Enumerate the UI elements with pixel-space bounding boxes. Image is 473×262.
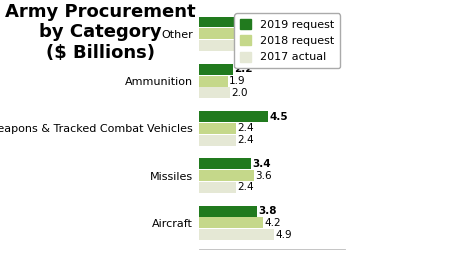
Text: 2.0: 2.0	[231, 88, 247, 98]
Text: 2.4: 2.4	[237, 182, 254, 193]
Bar	[199, 170, 254, 181]
Bar	[199, 229, 274, 240]
Text: 3.8: 3.8	[259, 206, 277, 216]
Bar	[199, 40, 294, 51]
Text: 4.9: 4.9	[276, 230, 292, 240]
Bar	[199, 217, 263, 228]
Text: 6.2: 6.2	[296, 41, 312, 51]
Text: 8.0: 8.0	[324, 17, 342, 27]
Bar	[199, 206, 257, 216]
Text: 2.2: 2.2	[234, 64, 253, 74]
Bar	[199, 111, 268, 122]
Text: 2.4: 2.4	[237, 123, 254, 133]
Bar	[199, 64, 233, 75]
Text: 4.5: 4.5	[269, 112, 288, 122]
Text: 6.5: 6.5	[300, 29, 317, 39]
Text: 3.6: 3.6	[255, 171, 272, 181]
Bar	[199, 76, 228, 86]
Bar	[199, 159, 251, 169]
Bar	[199, 135, 236, 146]
Bar	[199, 123, 236, 134]
Bar	[199, 17, 322, 28]
Text: 3.4: 3.4	[253, 159, 271, 169]
Legend: 2019 request, 2018 request, 2017 actual: 2019 request, 2018 request, 2017 actual	[235, 13, 340, 68]
Bar	[199, 88, 229, 98]
Bar	[199, 28, 299, 39]
Text: 1.9: 1.9	[229, 76, 246, 86]
Text: 2.4: 2.4	[237, 135, 254, 145]
Text: Army Procurement
by Category
($ Billions): Army Procurement by Category ($ Billions…	[5, 3, 195, 62]
Text: 4.2: 4.2	[265, 218, 281, 228]
Bar	[199, 182, 236, 193]
